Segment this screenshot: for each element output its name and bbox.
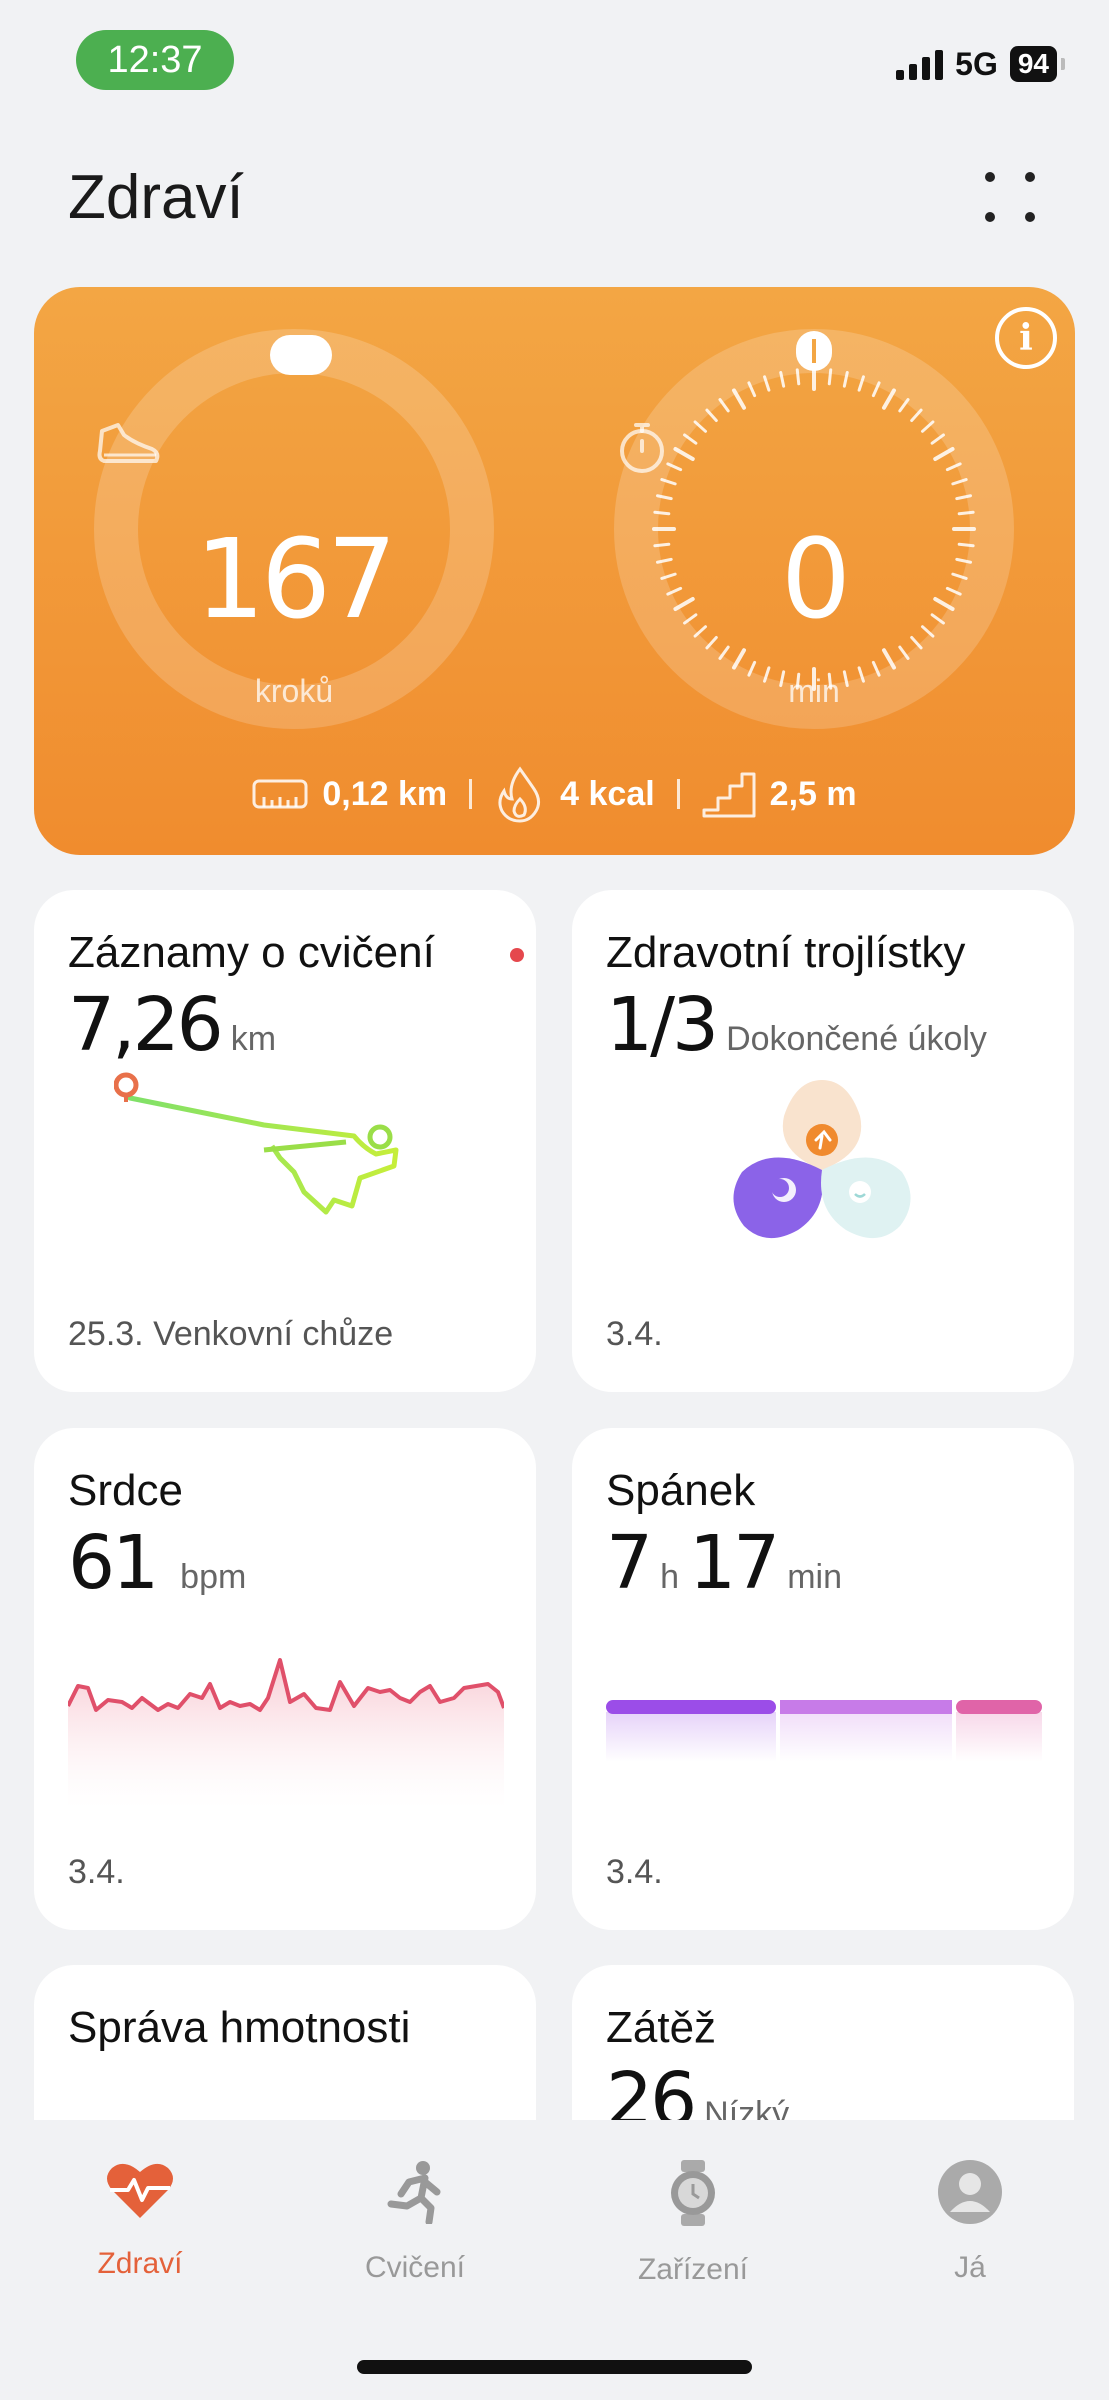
flame-icon bbox=[498, 766, 541, 823]
activity-rings-card[interactable]: i 167 kroků bbox=[34, 287, 1075, 855]
nav-health[interactable]: Zdraví bbox=[40, 2160, 240, 2281]
heart-date: 3.4. bbox=[68, 1853, 125, 1891]
heart-rate-unit: bpm bbox=[180, 1558, 247, 1596]
signal-icon bbox=[896, 48, 944, 80]
page-title: Zdraví bbox=[68, 163, 244, 232]
stress-level: 26 Nízký bbox=[606, 2057, 789, 2120]
minutes-unit: min bbox=[788, 673, 840, 709]
exercise-date: 25.3. Venkovní chůze bbox=[68, 1315, 394, 1353]
heart-rate: 61 bpm bbox=[68, 1520, 246, 1606]
sleep-hours-unit: h bbox=[660, 1558, 680, 1596]
notification-dot bbox=[510, 948, 524, 962]
stat-divider bbox=[676, 779, 680, 809]
steps-unit: kroků bbox=[254, 673, 334, 709]
sleep-hours-value: 7 bbox=[606, 1520, 653, 1606]
heart-rate-value: 61 bbox=[68, 1520, 159, 1606]
runner-icon bbox=[387, 2161, 441, 2226]
steps-value: 167 bbox=[195, 515, 397, 643]
elevation-value: 2,5 m bbox=[769, 774, 857, 813]
stress-value: 26 bbox=[606, 2057, 697, 2120]
info-icon[interactable]: i bbox=[995, 307, 1057, 369]
trefoil-progress: 1/3 Dokončené úkoly bbox=[606, 982, 987, 1068]
steps-ring-track bbox=[94, 329, 494, 729]
steps-ring[interactable]: 167 kroků bbox=[94, 329, 494, 729]
sleep-card[interactable]: Spánek 7 h 17 min 3.4. bbox=[572, 1428, 1074, 1930]
person-icon bbox=[938, 2160, 1002, 2224]
health-trefoil-card[interactable]: Zdravotní trojlístky 1/3 Dokončené úkoly… bbox=[572, 890, 1074, 1392]
trefoil-icon bbox=[733, 1080, 911, 1239]
distance-stat: 0,12 km bbox=[252, 775, 447, 814]
exercise-records-card[interactable]: Záznamy o cvičení 7,26 km 25.3. Venkovní… bbox=[34, 890, 536, 1392]
nav-devices[interactable]: Zařízení bbox=[593, 2160, 793, 2287]
bottom-navigation: Zdraví Cvičení Zařízení bbox=[0, 2120, 1109, 2400]
trefoil-progress-value: 1/3 bbox=[606, 982, 719, 1068]
heart-rate-sparkline bbox=[68, 1658, 504, 1808]
status-time: 12:37 bbox=[76, 30, 234, 90]
sleep-minutes-unit: min bbox=[787, 1558, 842, 1596]
watch-icon bbox=[671, 2160, 715, 2226]
active-minutes-ring[interactable]: 0 min bbox=[614, 329, 1014, 729]
sleep-minutes-value: 17 bbox=[689, 1520, 780, 1606]
card-title: Zdravotní trojlístky bbox=[606, 928, 966, 977]
card-title: Spánek bbox=[606, 1466, 756, 1515]
calories-value: 4 kcal bbox=[560, 774, 655, 813]
stairs-icon bbox=[702, 772, 756, 818]
elevation-stat: 2,5 m bbox=[702, 770, 857, 818]
exercise-distance-value: 7,26 bbox=[68, 982, 224, 1068]
calories-stat: 4 kcal bbox=[494, 765, 655, 823]
minutes-ring-track bbox=[614, 329, 1014, 729]
network-type: 5G bbox=[955, 45, 998, 82]
card-title: Zátěž bbox=[606, 2003, 717, 2052]
trefoil-progress-label: Dokončené úkoly bbox=[726, 1020, 987, 1058]
heart-pulse-icon bbox=[107, 2163, 173, 2218]
nav-label: Já bbox=[954, 2251, 986, 2284]
trefoil-date: 3.4. bbox=[606, 1315, 663, 1353]
sleep-date: 3.4. bbox=[606, 1853, 663, 1891]
card-title: Srdce bbox=[68, 1466, 183, 1515]
ruler-icon bbox=[252, 779, 308, 809]
card-title: Záznamy o cvičení bbox=[68, 928, 435, 977]
activity-stats: 0,12 km 4 kcal 2,5 m bbox=[34, 765, 1075, 823]
heart-rate-card[interactable]: Srdce 61 bpm 3.4. bbox=[34, 1428, 536, 1930]
home-indicator[interactable] bbox=[357, 2360, 752, 2374]
stress-label: Nízký bbox=[704, 2095, 790, 2120]
distance-value: 0,12 km bbox=[322, 774, 448, 813]
nav-label: Zdraví bbox=[97, 2247, 183, 2280]
exercise-distance: 7,26 km bbox=[68, 982, 276, 1068]
nav-label: Zařízení bbox=[637, 2253, 749, 2286]
grid-menu-button[interactable] bbox=[985, 172, 1041, 228]
exercise-distance-unit: km bbox=[230, 1020, 277, 1058]
stat-divider bbox=[469, 779, 473, 809]
sleep-duration: 7 h 17 min bbox=[606, 1520, 842, 1606]
nav-label: Cvičení bbox=[364, 2251, 466, 2284]
sleep-stages-bar bbox=[606, 1700, 1042, 1762]
status-indicators: 5G 94 bbox=[896, 44, 1066, 84]
minutes-value: 0 bbox=[781, 515, 851, 643]
stress-card[interactable]: Zátěž 26 Nízký bbox=[572, 1965, 1074, 2120]
nav-exercise[interactable]: Cvičení bbox=[315, 2160, 515, 2285]
nav-me[interactable]: Já bbox=[870, 2160, 1070, 2285]
weight-management-card[interactable]: Správa hmotnosti bbox=[34, 1965, 536, 2120]
battery-level: 94 bbox=[1009, 46, 1066, 82]
route-map-icon bbox=[114, 1072, 399, 1215]
card-title: Správa hmotnosti bbox=[68, 2003, 411, 2052]
